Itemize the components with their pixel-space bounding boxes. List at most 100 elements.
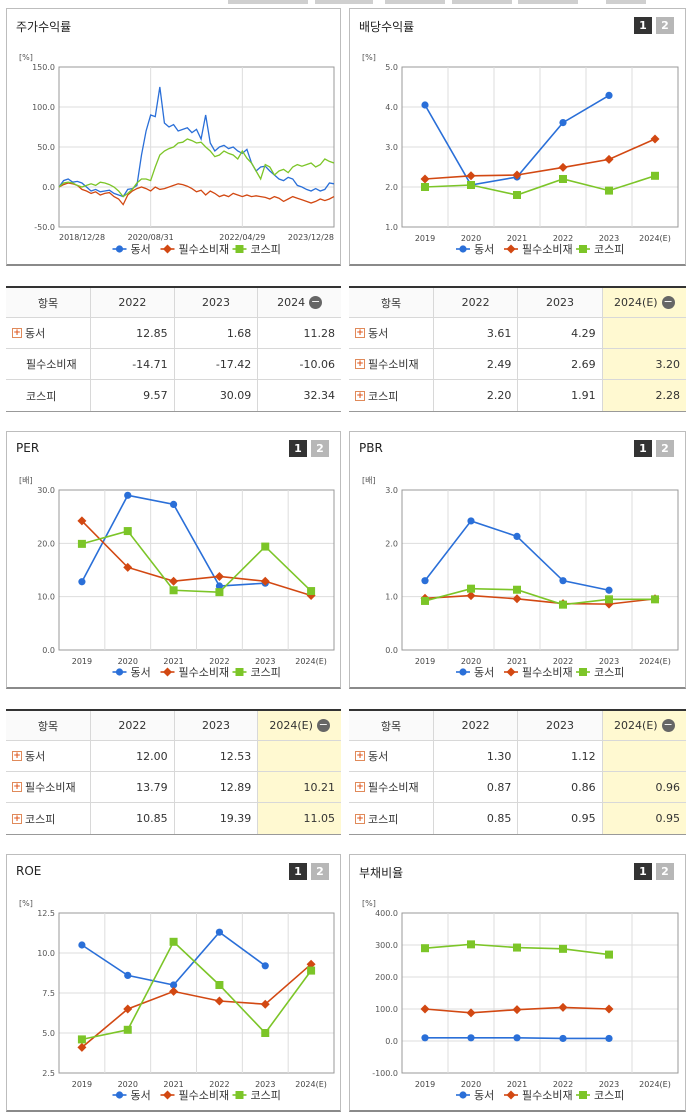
legend-label: 코스피 xyxy=(594,666,624,679)
table-row: 코스피 9.57 30.09 32.34 xyxy=(6,380,341,411)
collapse-minus-icon[interactable]: − xyxy=(316,718,330,732)
chart-view-1-button[interactable]: 1 xyxy=(634,440,652,457)
legend-label: 코스피 xyxy=(251,243,281,256)
expand-plus-icon[interactable]: + xyxy=(355,359,365,369)
chart-view-1-button[interactable]: 1 xyxy=(289,440,307,457)
collapse-minus-icon[interactable]: − xyxy=(309,295,323,309)
legend-marker xyxy=(506,244,516,254)
chart-view-1-button[interactable]: 1 xyxy=(634,863,652,880)
legend-marker xyxy=(235,668,244,676)
chart-view-1-button[interactable]: 1 xyxy=(289,863,307,880)
series-3 xyxy=(77,937,316,1044)
data-point xyxy=(215,582,224,590)
data-point xyxy=(421,183,429,191)
y-tick-label: 0.0 xyxy=(42,183,55,192)
legend-marker xyxy=(579,1091,587,1099)
collapse-minus-icon[interactable]: − xyxy=(661,718,675,732)
collapse-minus-icon[interactable]: − xyxy=(661,295,675,309)
expand-plus-icon[interactable]: + xyxy=(355,328,365,338)
expand-plus-icon[interactable]: + xyxy=(12,751,22,761)
expand-plus-icon[interactable]: + xyxy=(355,751,365,761)
table-value-cell: -10.06 xyxy=(257,349,341,379)
x-tick-label: 2023 xyxy=(599,1080,619,1089)
series-line xyxy=(58,138,335,198)
stock-return-table: 항목 2022 2023 2024− + 동서 12.85 1.68 11.28 필수소비재 -14… xyxy=(6,286,341,412)
table-value-cell: 10.21 xyxy=(257,772,341,802)
header-label: 2022 xyxy=(118,719,147,732)
expand-plus-icon[interactable]: + xyxy=(355,782,365,792)
chart-view-2-button[interactable]: 2 xyxy=(311,440,329,457)
data-point xyxy=(169,937,178,946)
data-point xyxy=(513,943,521,952)
table-header-cell: 2022 xyxy=(90,711,174,740)
y-tick-label: 7.5 xyxy=(42,989,55,998)
table-header-cell: 2022 xyxy=(90,288,174,317)
series-line xyxy=(58,86,335,198)
series-line xyxy=(81,494,266,587)
data-point xyxy=(214,996,224,1006)
row-label-cell: + 코스피 xyxy=(349,803,433,834)
x-tick-label: 2020 xyxy=(118,657,138,666)
legend-label: 동서 xyxy=(474,666,494,679)
table-row: + 코스피 2.20 1.91 2.28 xyxy=(349,380,686,411)
data-point xyxy=(467,1034,475,1042)
row-label-cell: 코스피 xyxy=(6,380,90,411)
table-value-cell: 11.05 xyxy=(257,803,341,834)
series-3 xyxy=(421,171,659,199)
expand-plus-icon[interactable]: + xyxy=(12,782,22,792)
table-value-cell: 19.39 xyxy=(173,803,258,834)
dividend-yield-panel: 배당수익률 1 2 [%] 5.0 4.0 3.0 2.0 1.0 2019 2020 2021 202… xyxy=(349,8,686,266)
x-tick-label: 2024(E) xyxy=(295,1080,327,1089)
data-point xyxy=(559,1034,567,1043)
legend-label: 필수소비재 xyxy=(179,666,230,679)
row-label-cell: + 코스피 xyxy=(6,803,90,834)
series-1 xyxy=(78,491,269,590)
x-tick-label: 2019 xyxy=(415,1080,435,1089)
table-value-cell: 13.79 xyxy=(90,772,174,802)
row-label-cell: 필수소비재 xyxy=(6,349,90,379)
panel-title: 주가수익률 xyxy=(16,20,72,34)
y-tick-label: 3.0 xyxy=(385,486,398,495)
data-point xyxy=(466,171,476,181)
expand-plus-icon[interactable]: + xyxy=(355,813,365,824)
data-point xyxy=(77,1042,87,1052)
x-tick-label: 2024(E) xyxy=(295,657,327,666)
data-point xyxy=(215,928,224,936)
row-label-cell: + 필수소비재 xyxy=(6,772,90,802)
panel-title: PER xyxy=(16,441,40,455)
data-point xyxy=(169,500,178,508)
legend: 동서 필수소비재 코스피 xyxy=(456,1089,624,1102)
chart-svg: [배] 30.0 20.0 10.0 0.0 2019 2020 2021 2022 2023 20… xyxy=(19,476,335,679)
legend-marker xyxy=(115,245,124,253)
data-point xyxy=(467,517,475,525)
expand-plus-icon[interactable]: + xyxy=(12,813,22,824)
series-line xyxy=(81,963,312,1049)
legend: 동서 필수소비재 코스피 xyxy=(112,243,281,256)
header-label: 항목 xyxy=(380,296,402,310)
chart-view-2-button[interactable]: 2 xyxy=(656,17,674,34)
expand-plus-icon[interactable]: + xyxy=(12,328,22,338)
chart-view-2-button[interactable]: 2 xyxy=(656,440,674,457)
header-label: 2023 xyxy=(201,296,230,309)
table-row: + 동서 12.00 12.53 xyxy=(6,741,341,772)
chart-view-2-button[interactable]: 2 xyxy=(311,863,329,880)
y-tick-label: 10.0 xyxy=(37,949,55,958)
table-value-cell: 12.53 xyxy=(173,741,258,771)
expand-plus-icon[interactable]: + xyxy=(355,390,365,401)
row-label: 필수소비재 xyxy=(368,358,419,371)
top-strip xyxy=(0,0,691,4)
legend: 동서 필수소비재 코스피 xyxy=(112,1089,281,1102)
chart-view-2-button[interactable]: 2 xyxy=(656,863,674,880)
table-header-row: 항목 2022 2023 2024(E) − xyxy=(349,711,686,741)
y-tick-label: 50.0 xyxy=(37,143,55,152)
chart-view-1-button[interactable]: 1 xyxy=(634,17,652,34)
row-label-cell: + 동서 xyxy=(349,318,433,348)
panel-title: ROE xyxy=(16,864,42,878)
data-point xyxy=(169,986,179,996)
table-value-cell: 0.87 xyxy=(433,772,517,802)
data-point xyxy=(78,941,86,949)
header-label: 항목 xyxy=(37,296,59,310)
table-value-cell xyxy=(257,741,341,771)
legend-label: 필수소비재 xyxy=(522,243,573,256)
table-header-cell: 2024(E) − xyxy=(257,711,341,740)
